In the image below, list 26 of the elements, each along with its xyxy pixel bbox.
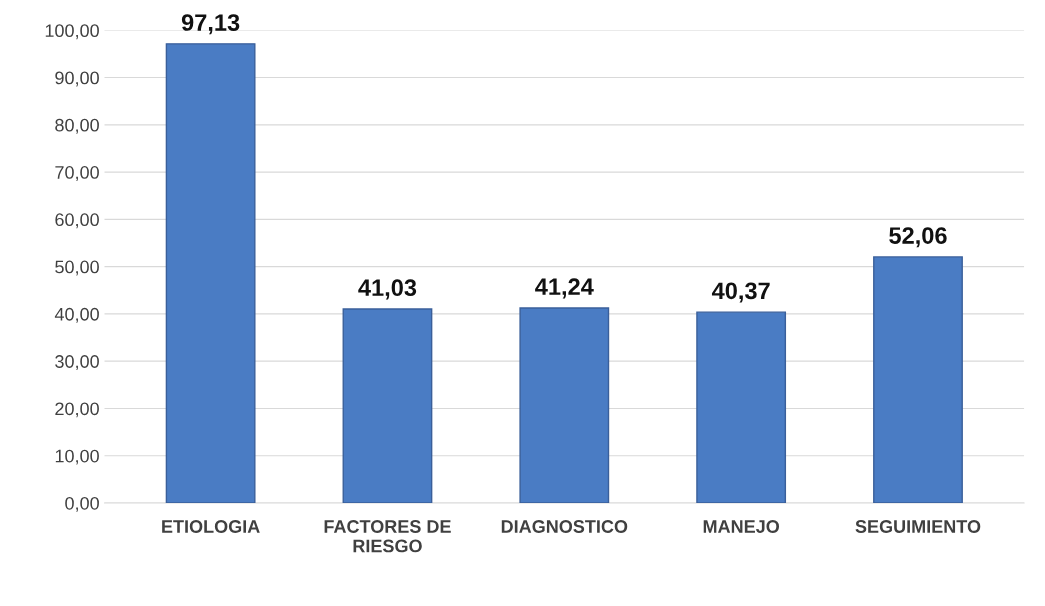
y-tick-label: 10,00 (55, 449, 99, 465)
x-tick-label: MANEJO (703, 520, 780, 533)
y-tick-label: 80,00 (55, 118, 99, 134)
y-tick-label: 50,00 (55, 260, 99, 276)
data-label: 52,06 (889, 227, 947, 248)
bar (696, 311, 787, 503)
data-label: 41,03 (358, 279, 417, 300)
bar (873, 256, 963, 503)
bar (342, 308, 433, 503)
data-label: 41,24 (535, 278, 594, 299)
y-tick-label: 70,00 (55, 166, 99, 181)
data-label: 40,37 (711, 282, 770, 303)
data-label: 97,13 (181, 14, 240, 35)
y-tick-label: 30,00 (55, 355, 99, 371)
x-tick-label: SEGUIMIENTO (855, 520, 981, 533)
y-tick-label: 20,00 (55, 402, 99, 418)
bar (519, 307, 610, 503)
y-tick-label: 100,00 (45, 24, 99, 40)
x-tick-label: FACTORES DE RIESGO (324, 520, 451, 553)
y-tick-label: 90,00 (55, 71, 99, 87)
y-tick-label: 0,00 (65, 496, 99, 512)
x-tick-label: DIAGNOSTICO (501, 520, 628, 533)
x-tick-label: ETIOLOGIA (162, 520, 260, 533)
y-tick-label: 40,00 (54, 307, 99, 323)
y-tick-label: 60,00 (55, 213, 99, 229)
bar (165, 43, 256, 503)
